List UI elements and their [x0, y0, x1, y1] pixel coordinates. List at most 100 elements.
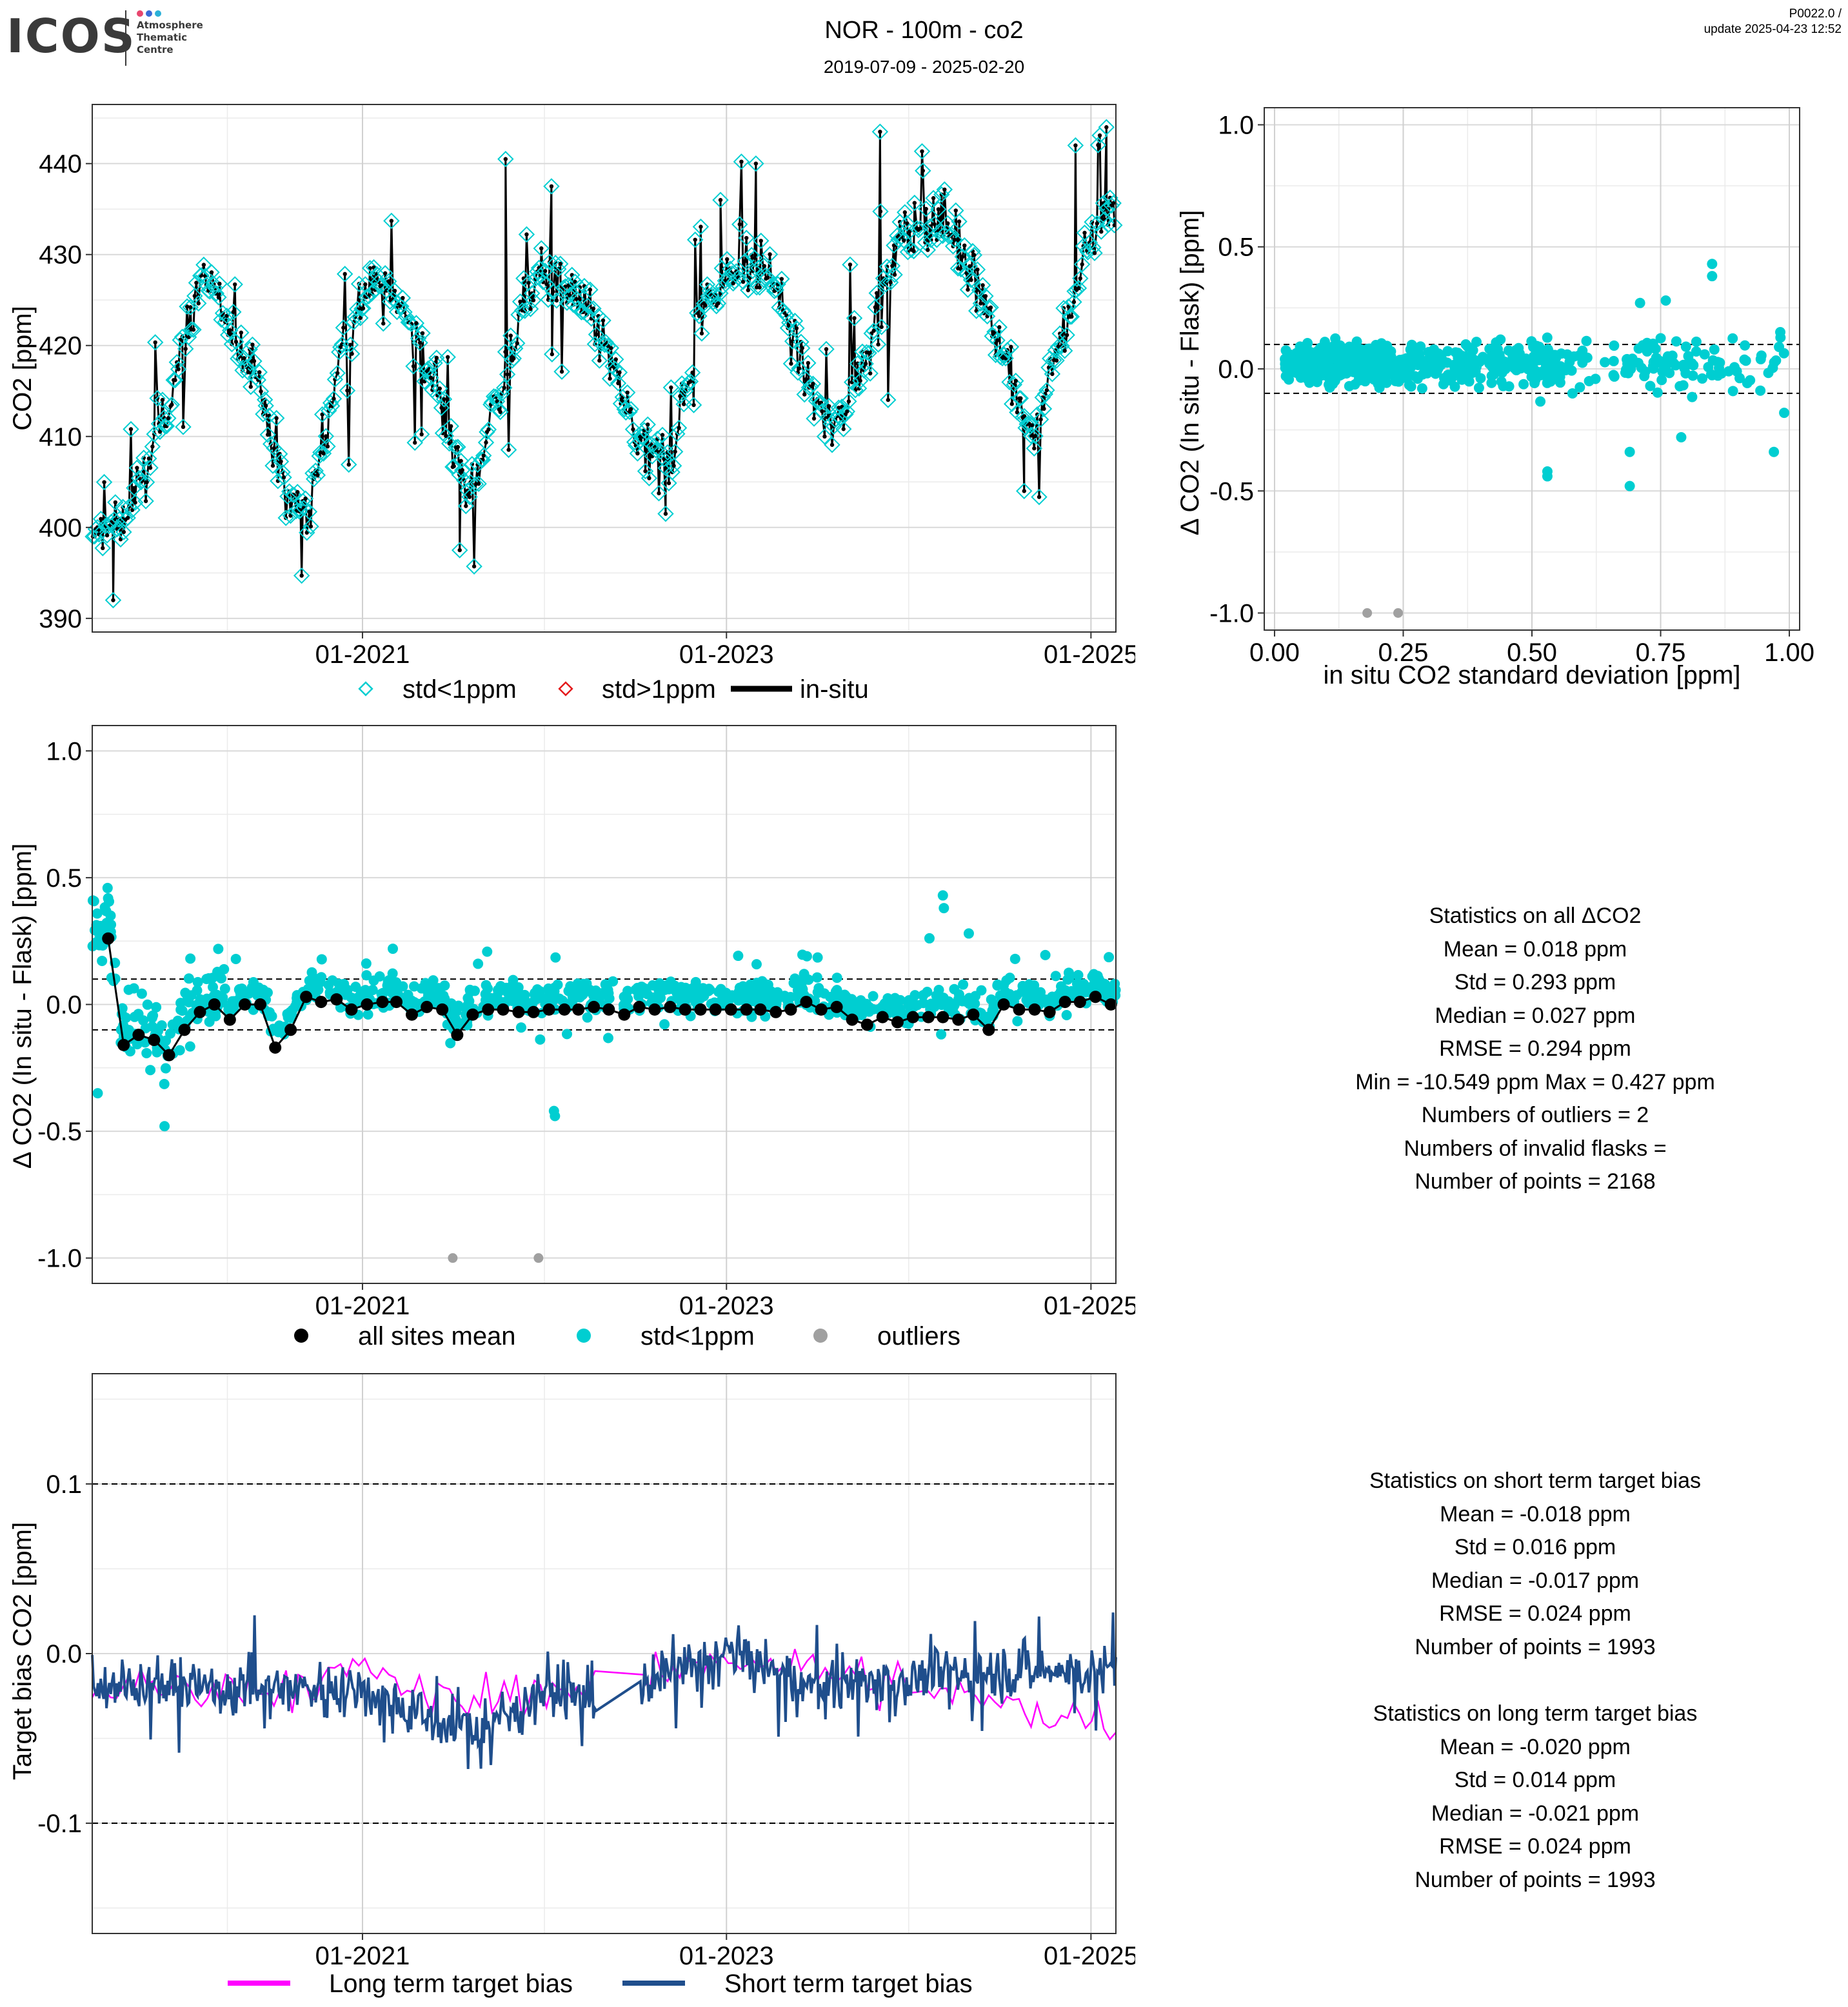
mean-point [194, 1005, 206, 1018]
data-point [693, 991, 704, 1002]
data-point [992, 980, 1003, 991]
in-situ-point [931, 196, 936, 201]
data-point [1575, 382, 1585, 393]
data-point [958, 979, 969, 990]
data-point [1503, 345, 1514, 356]
mean-point [178, 1023, 191, 1036]
data-point [186, 990, 197, 1001]
data-point-diamond [566, 273, 584, 290]
in-situ-point [295, 489, 300, 495]
data-point-diamond [633, 428, 651, 445]
data-point-diamond [450, 439, 466, 455]
logo-subtitle-line: Centre [137, 44, 174, 55]
data-point [812, 952, 823, 963]
in-situ-point [420, 331, 425, 335]
stats-delta: Statistics on all ΔCO2 Mean = 0.018 ppm … [1277, 900, 1793, 1199]
in-situ-point [754, 285, 759, 290]
data-point-diamond [170, 361, 187, 378]
data-point-diamond [753, 232, 770, 250]
in-situ-point [183, 346, 188, 351]
data-point [578, 980, 589, 991]
x-tick-label: 0.75 [1636, 638, 1686, 667]
data-point-diamond [522, 301, 539, 317]
outlier-point [1393, 608, 1403, 618]
in-situ-point [181, 424, 186, 430]
in-situ-point [515, 341, 519, 346]
data-point [1624, 480, 1635, 491]
data-point-diamond [175, 419, 192, 435]
in-situ-point [428, 375, 433, 381]
data-point [1352, 366, 1363, 377]
logo-separator [125, 10, 126, 66]
data-point-diamond [925, 190, 942, 206]
x-tick-label: 01-2025 [1044, 1942, 1135, 1970]
data-point-diamond [786, 312, 804, 330]
plot-frame [92, 104, 1117, 633]
data-point [877, 1001, 888, 1012]
data-point-diamond [493, 385, 510, 402]
in-situ-point [739, 159, 744, 164]
data-point-diamond [119, 509, 136, 526]
data-point [1461, 353, 1472, 364]
outlier-point [533, 1253, 544, 1263]
data-point-diamond [735, 273, 751, 290]
data-layer [84, 119, 1123, 609]
in-situ-point [588, 288, 593, 292]
data-point-diamond [1056, 342, 1073, 359]
data-point-diamond [231, 348, 248, 365]
data-point-diamond [264, 457, 281, 474]
data-point [931, 990, 942, 1001]
in-situ-point [911, 249, 916, 253]
data-point-diamond [622, 400, 639, 418]
data-point-diamond [491, 401, 508, 418]
in-situ-point [846, 399, 851, 404]
y-tick-label: 390 [39, 605, 82, 633]
data-point [733, 951, 744, 962]
in-situ-point [1009, 344, 1013, 350]
mean-point [618, 1008, 631, 1021]
in-situ-point [744, 235, 749, 241]
mean-point [300, 991, 313, 1004]
data-point [92, 908, 103, 919]
data-point [1061, 1009, 1072, 1020]
in-situ-point [383, 271, 388, 275]
data-point-diamond [157, 417, 174, 435]
in-situ-point [1044, 388, 1049, 393]
data-point [918, 998, 929, 1009]
data-point-diamond [966, 246, 983, 264]
in-situ-point [217, 281, 222, 286]
data-point [462, 1020, 473, 1031]
data-point-diamond [303, 518, 319, 535]
data-point-diamond [742, 269, 759, 286]
in-situ-point [952, 237, 957, 242]
stats-title: Statistics on short term target bias [1369, 1468, 1701, 1493]
version-label: P0022.0 / [1789, 7, 1842, 21]
data-point-diamond [94, 540, 111, 557]
data-point [704, 984, 715, 995]
in-situ-point [997, 325, 1002, 330]
data-point-diamond [497, 150, 514, 168]
in-situ-point [647, 476, 651, 480]
data-point-diamond [1020, 415, 1038, 432]
in-situ-point [936, 207, 941, 212]
data-point-diamond [842, 256, 859, 273]
mean-point [132, 1029, 145, 1042]
y-axis: -1.0 -0.5 0.0 0.5 1.0 [1209, 111, 1264, 628]
in-situ-point [417, 341, 422, 345]
data-point [1542, 358, 1553, 369]
in-situ-point [1062, 348, 1067, 353]
data-point [1471, 337, 1482, 348]
data-point-diamond [646, 437, 662, 455]
mean-point [784, 1003, 797, 1016]
in-situ-point [663, 466, 668, 470]
data-point-diamond [1016, 408, 1033, 425]
in-situ-point [918, 226, 923, 231]
data-point-diamond [610, 375, 627, 391]
in-situ-point [1099, 229, 1104, 234]
in-situ-point [503, 350, 508, 354]
in-situ-point [811, 416, 817, 421]
in-situ-point [118, 537, 123, 542]
data-point-diamond [239, 364, 257, 381]
in-situ-point [401, 295, 405, 301]
in-situ-point [308, 524, 313, 529]
